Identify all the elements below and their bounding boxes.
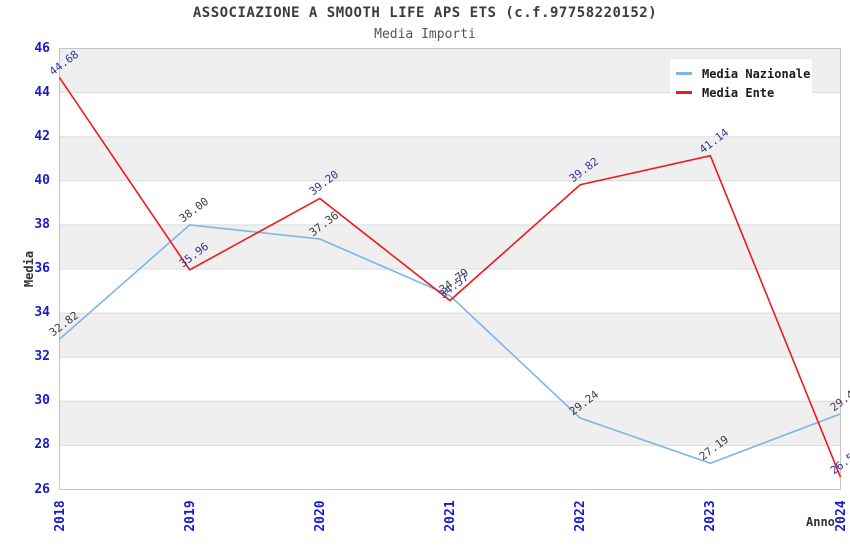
plot-border [59, 48, 841, 490]
y-axis-tick: 46 [34, 40, 50, 56]
y-axis-tick: 40 [34, 172, 50, 188]
y-axis-tick: 26 [34, 481, 50, 497]
grid-band [59, 224, 841, 269]
grid-band [59, 401, 841, 446]
y-axis-tick: 32 [34, 349, 50, 365]
line-swatch-icon [676, 91, 692, 94]
y-axis-tick: 30 [34, 393, 50, 409]
y-axis-tick: 34 [34, 305, 50, 321]
x-axis-tick: 2020 [312, 500, 328, 532]
x-axis-tick: 2018 [52, 500, 67, 532]
y-axis-tick: 38 [34, 216, 50, 232]
legend-label: Media Ente [702, 85, 775, 100]
x-axis-tick: 2023 [702, 500, 718, 532]
x-axis-tick: 2019 [182, 500, 198, 532]
y-axis-tick: 28 [34, 437, 50, 453]
y-axis-title: Media [22, 250, 36, 288]
y-axis-tick: 42 [34, 128, 50, 144]
series-line-media-ente [58, 77, 842, 478]
chart-subtitle: Media Importi [374, 27, 476, 42]
x-axis-tick: 2022 [572, 500, 588, 532]
grid-band [59, 136, 841, 181]
legend-label: Media Nazionale [702, 66, 811, 81]
line-swatch-icon [676, 72, 692, 75]
chart-title: ASSOCIAZIONE A SMOOTH LIFE APS ETS (c.f.… [192, 5, 658, 21]
y-axis-tick: 36 [34, 261, 50, 276]
x-axis-tick: 2021 [442, 500, 458, 532]
legend-item-media-ente: Media Ente [676, 83, 806, 102]
y-axis-tick: 44 [34, 84, 50, 100]
legend: Media Nazionale Media Ente [670, 59, 812, 108]
x-axis-title: Anno [806, 515, 835, 529]
series-line-media-nazionale [58, 224, 841, 465]
legend-item-media-nazionale: Media Nazionale [676, 64, 810, 83]
grid-band [59, 313, 841, 358]
